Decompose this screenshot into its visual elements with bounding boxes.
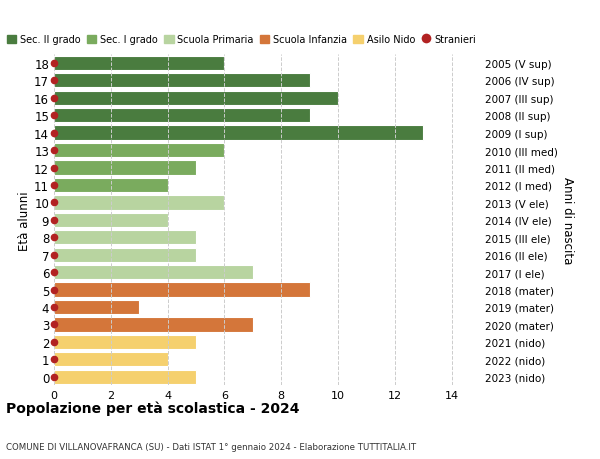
Text: Popolazione per età scolastica - 2024: Popolazione per età scolastica - 2024 — [6, 401, 299, 415]
Bar — [54, 283, 310, 297]
Bar — [54, 335, 196, 349]
Y-axis label: Età alunni: Età alunni — [19, 190, 31, 250]
Bar — [54, 318, 253, 332]
Legend: Sec. II grado, Sec. I grado, Scuola Primaria, Scuola Infanzia, Asilo Nido, Stran: Sec. II grado, Sec. I grado, Scuola Prim… — [5, 33, 478, 47]
Bar — [54, 248, 196, 262]
Bar — [54, 91, 338, 106]
Bar — [54, 161, 196, 175]
Bar — [54, 213, 167, 228]
Bar — [54, 144, 224, 158]
Bar — [54, 353, 167, 367]
Bar — [54, 126, 423, 140]
Bar — [54, 196, 224, 210]
Bar — [54, 109, 310, 123]
Bar — [54, 370, 196, 384]
Bar — [54, 74, 310, 88]
Bar — [54, 56, 224, 71]
Bar — [54, 300, 139, 314]
Y-axis label: Anni di nascita: Anni di nascita — [562, 177, 574, 264]
Bar — [54, 230, 196, 245]
Bar — [54, 265, 253, 280]
Text: COMUNE DI VILLANOVAFRANCA (SU) - Dati ISTAT 1° gennaio 2024 - Elaborazione TUTTI: COMUNE DI VILLANOVAFRANCA (SU) - Dati IS… — [6, 442, 416, 451]
Bar — [54, 179, 167, 193]
